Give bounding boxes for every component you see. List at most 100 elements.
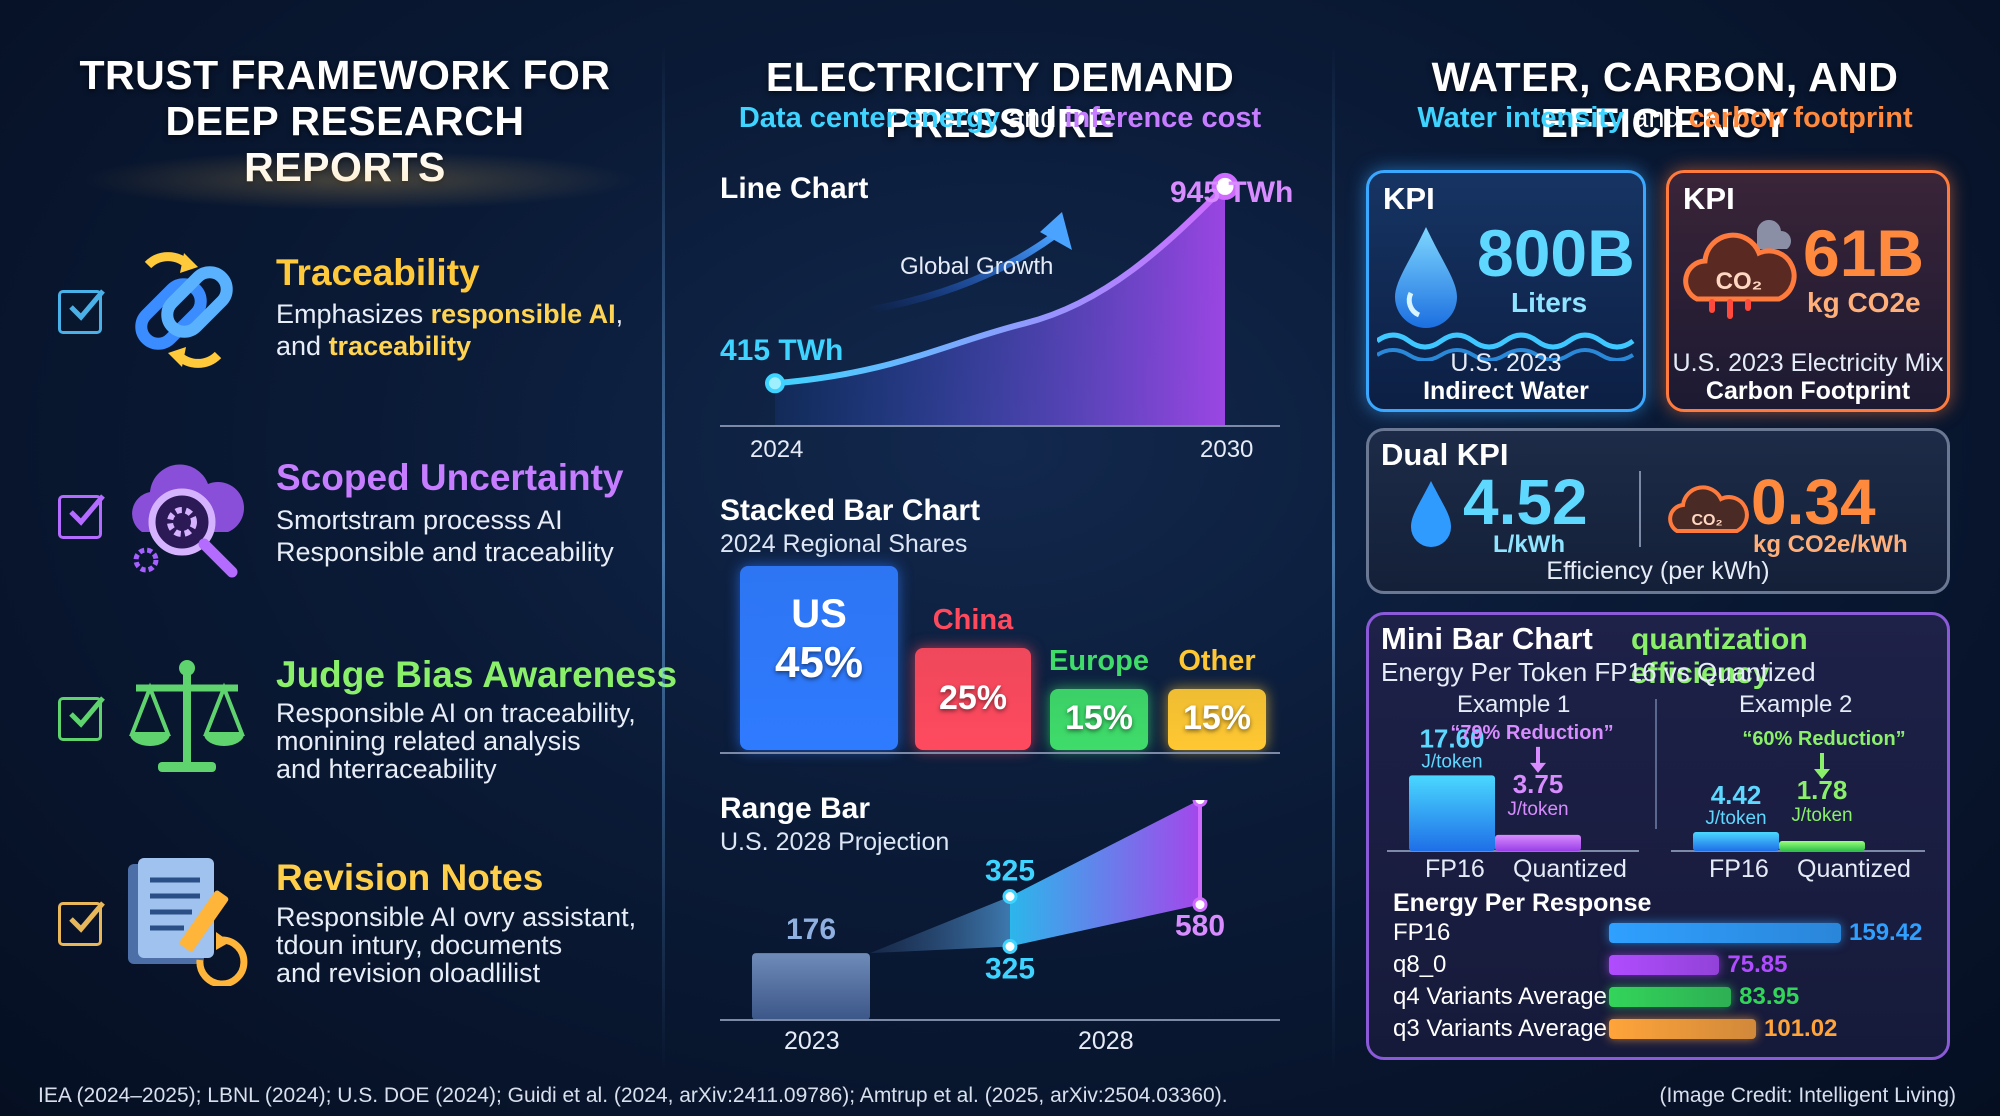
stacked-bar-axis — [720, 752, 1280, 754]
mid-sub-b: and — [999, 102, 1065, 134]
region-value-us: 45% — [774, 637, 864, 687]
dual-kpi-value-1: 4.52 — [1463, 466, 1588, 538]
dual-kpi-caption: Efficiency (per kWh) — [1546, 557, 1770, 585]
right-title: WATER, CARBON, AND EFFICIENCY — [1431, 54, 1899, 146]
range-point — [1002, 889, 1018, 904]
mini-bar-accent: quantization efficiency — [1631, 623, 1808, 690]
kpi-water-caption-1: U.S. 2023 — [1450, 349, 1562, 377]
revision-notes-checkbox[interactable] — [58, 901, 105, 946]
mid-subtitle: Data center energy and inference cost — [690, 102, 1310, 135]
range-bar-sub: U.S. 2028 Projection — [720, 828, 950, 856]
range-x1: 2023 — [784, 1027, 840, 1055]
judge-bias-title: Judge Bias Awareness — [276, 654, 678, 695]
kpi-water-tag: KPI — [1383, 181, 1435, 216]
region-value-china: 25% — [938, 678, 1008, 717]
right-sub-b: and — [1624, 102, 1689, 134]
mini-divider — [1655, 699, 1657, 829]
co2-cloud-icon: CO₂ — [1683, 219, 1797, 319]
response-value: 159.42 — [1849, 919, 1923, 946]
right-sub-a: Water intensity — [1417, 102, 1625, 134]
footer-credit: (Image Credit: Intelligent Living) — [1659, 1084, 1956, 1107]
e1-quant-axis-label: Quantized — [1513, 855, 1627, 883]
dual-kpi-separator — [1639, 471, 1641, 547]
example-2-label: Example 2 — [1739, 691, 1853, 718]
e1-fp16-axis-label: FP16 — [1425, 855, 1485, 883]
response-label: q3 Variants Average — [1393, 1015, 1607, 1042]
footer-sources: IEA (2024–2025); LBNL (2024); U.S. DOE (… — [38, 1084, 1228, 1107]
line-chart-label: Line Chart — [720, 172, 869, 205]
co2-icon-text: CO₂ — [1716, 268, 1763, 295]
dual-kpi-value-2: 0.34 — [1751, 466, 1876, 538]
range-bar-2023 — [752, 953, 870, 1020]
stacked-bar-chart: 45% US 25% China 15% Europe 15% Other — [700, 560, 1300, 760]
mini-bar-e2-fp16 — [1693, 831, 1779, 851]
range-bar-label: Range Bar — [720, 792, 871, 825]
traceability-desc-a: Emphasizes — [276, 299, 431, 329]
response-value: 83.95 — [1739, 983, 1800, 1010]
dual-kpi-card: Dual KPI 4.52 L/kWh CO₂ 0.34 kg CO2e/kWh… — [1366, 428, 1950, 594]
judge-bias-checkbox[interactable] — [58, 696, 105, 741]
response-bar — [1609, 955, 1720, 975]
water-drop-small-icon — [1411, 481, 1451, 547]
response-label: q4 Variants Average — [1393, 983, 1607, 1010]
line-chart-series — [774, 184, 1228, 387]
range-2028-low-top: 325 — [985, 855, 1035, 888]
mini-reduction-e1: “79% Reduction” — [1450, 722, 1613, 744]
response-bar — [1609, 923, 1841, 943]
water-drop-icon — [1395, 227, 1457, 328]
kpi-carbon-caption-1: U.S. 2023 Electricity Mix — [1672, 349, 1944, 377]
region-bar-europe — [1050, 688, 1148, 750]
traceability-checkbox[interactable] — [58, 289, 105, 334]
line-x-end: 2030 — [1200, 436, 1254, 463]
kpi-carbon-caption-2: Carbon Footprint — [1705, 377, 1911, 405]
right-sub-c: carbon footprint — [1688, 102, 1913, 134]
example-1-label: Example 1 — [1457, 691, 1571, 718]
kpi-water-caption-2: Indirect Water — [1423, 377, 1589, 405]
mini-bar-e2-quantized — [1779, 841, 1865, 851]
response-value: 75.85 — [1727, 951, 1788, 978]
mini-bar-e1-fp16 — [1409, 775, 1495, 851]
range-x2: 2028 — [1078, 1027, 1134, 1055]
dual-kpi-tag: Dual KPI — [1381, 437, 1509, 472]
cloud-gear-search-icon — [132, 464, 244, 578]
region-label-china: China — [932, 603, 1014, 636]
check-icon — [69, 696, 105, 728]
region-label-us: US — [791, 591, 847, 636]
dual-kpi-unit-2: kg CO2e/kWh — [1753, 531, 1908, 558]
kpi-water-value: 800B — [1477, 216, 1635, 290]
mid-sub-a: Data center energy — [738, 102, 1000, 134]
mini-unit-e2-0: J/token — [1705, 808, 1766, 829]
stacked-bar-sub: 2024 Regional Shares — [720, 530, 968, 558]
mini-reduction-e2: “60% Reduction” — [1742, 728, 1905, 750]
region-value-other: 15% — [1182, 699, 1252, 738]
kpi-water-card: KPI 800B Liters U.S. 2023 Indirect Water — [1366, 170, 1646, 412]
traceability-desc-c: , — [615, 299, 624, 329]
region-label-other: Other — [1178, 644, 1256, 677]
mini-bar-e1-quantized — [1495, 834, 1581, 851]
revision-notes-desc: Responsible AI ovry assistant, tdoun int… — [276, 902, 637, 988]
mini-value-e1-1: 3.75 — [1513, 769, 1564, 799]
scoped-uncertainty-checkbox[interactable] — [58, 494, 105, 539]
region-bar-other — [1168, 688, 1266, 750]
line-chart-point-start — [765, 373, 785, 394]
check-icon — [69, 901, 105, 933]
scoped-uncertainty-desc: Smortstram processs AI Responsible and t… — [276, 505, 614, 567]
check-icon — [69, 289, 105, 321]
line-start-label: 415 TWh — [720, 334, 844, 367]
response-label: FP16 — [1393, 919, 1451, 946]
water-wave — [1377, 332, 1635, 361]
region-label-europe: Europe — [1049, 644, 1149, 677]
e2-fp16-axis-label: FP16 — [1709, 855, 1769, 883]
response-value: 101.02 — [1764, 1015, 1838, 1042]
divider-left — [662, 40, 665, 1070]
energy-per-response-title: Energy Per Response — [1393, 889, 1652, 917]
range-band-2028 — [1010, 800, 1200, 947]
sparkle-glow — [80, 150, 640, 210]
left-title: TRUST FRAMEWORK FOR DEEP RESEARCH REPORT… — [60, 52, 630, 190]
range-2023-value: 176 — [786, 913, 836, 946]
range-bar-chart: 176325325580580 — [720, 800, 1280, 1021]
reduction-arrow-head — [1814, 769, 1830, 779]
traceability-title: Traceability — [276, 252, 480, 293]
region-value-europe: 15% — [1064, 699, 1134, 738]
